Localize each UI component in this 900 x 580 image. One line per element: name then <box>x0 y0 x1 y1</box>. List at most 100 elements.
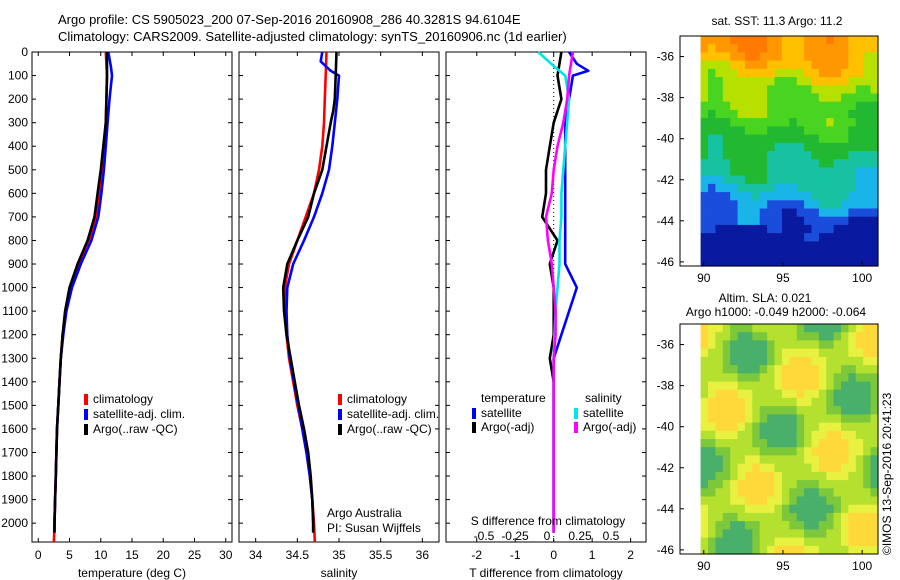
sla-map-cell <box>737 521 746 530</box>
sla-map-cell <box>833 529 842 539</box>
sst-map-cell <box>789 118 798 127</box>
sla-map-cell <box>708 397 716 407</box>
sla-map-cell <box>700 389 709 399</box>
sla-map-cell <box>774 545 783 555</box>
sla-map-cell <box>730 521 739 530</box>
sst-map-cell <box>737 109 746 119</box>
sst-map-cell <box>848 77 857 86</box>
sla-map-cell <box>870 545 879 555</box>
depth-tick-label: 300 <box>8 116 28 130</box>
sst-map-cell <box>744 249 753 259</box>
sst-map-cell <box>870 52 879 62</box>
sla-map-cell <box>700 414 709 424</box>
sla-map-cell <box>818 332 827 341</box>
sst-map-cell <box>841 60 849 70</box>
sla-map-cell <box>833 439 842 448</box>
sla-map-cell <box>715 537 724 547</box>
sla-map-cell <box>767 406 776 415</box>
sla-map-cell <box>811 332 820 341</box>
sst-map-cell <box>833 208 842 218</box>
sla-map-cell <box>767 545 776 555</box>
sla-map-cell <box>759 537 768 547</box>
sla-map-cell <box>863 496 872 506</box>
sla-map-cell <box>767 422 776 432</box>
depth-tick-label: 100 <box>8 69 28 83</box>
temp-xlabel: temperature (deg C) <box>78 566 186 580</box>
sst-map-cell <box>722 167 731 177</box>
sla-map-cell <box>767 488 776 498</box>
sla-map-cell <box>804 545 813 555</box>
sla-map-cell <box>848 365 857 374</box>
sla-map-cell <box>818 414 827 424</box>
sst-map-cell <box>767 68 776 78</box>
sla-map-cell <box>848 471 857 481</box>
sst-map-cell <box>855 159 864 168</box>
sst-map-cell <box>730 208 739 218</box>
sla-map-cell <box>700 463 709 473</box>
sla-map-cell <box>848 348 857 358</box>
sla-map-cell <box>774 521 783 530</box>
sst-map-cell <box>767 183 776 193</box>
sla-map-cell <box>841 373 849 383</box>
sla-map-cell <box>737 414 746 424</box>
sst-map-cell <box>767 216 776 226</box>
sst-map-cell <box>774 233 783 242</box>
sla-map-cell <box>781 537 790 547</box>
sla-map-cell <box>744 381 753 391</box>
sla-map-cell <box>767 414 776 424</box>
sst-map-cell <box>744 126 753 136</box>
sst-map-cell <box>737 126 746 136</box>
sla-map-cell <box>744 373 753 383</box>
sla-map-cell <box>841 397 849 407</box>
sla-map-cell <box>826 488 835 498</box>
sla-map-cell <box>737 463 746 473</box>
sst-map-cell <box>708 249 716 259</box>
sla-map-cell <box>826 406 835 415</box>
sla-map-cell <box>796 422 805 432</box>
diff-series-3 <box>544 51 575 533</box>
sla-map-cell <box>715 365 724 374</box>
sla-map-cell <box>744 406 753 415</box>
depth-tick-label: 1700 <box>1 445 28 459</box>
sst-map-cell <box>804 101 813 111</box>
sst-map-cell <box>737 44 746 53</box>
sla-map-cell <box>781 488 790 498</box>
sst-map-cell <box>804 151 813 160</box>
sst-map-cell <box>804 200 813 210</box>
sst-map-cell <box>811 36 820 45</box>
depth-tick-label: 1600 <box>1 422 28 436</box>
sla-map-cell <box>811 397 820 407</box>
sla-map-cell <box>730 373 739 383</box>
sst-map-cell <box>818 36 827 45</box>
sla-map-cell <box>737 447 746 456</box>
sst-map-cell <box>759 36 768 45</box>
sla-map-cell <box>730 397 739 407</box>
sst-map-cell <box>767 192 776 201</box>
sal-xtick-label: 35.5 <box>369 548 393 562</box>
sla-map-cell <box>708 455 716 465</box>
sla-map-cell <box>767 496 776 506</box>
sst-xtick-label: 90 <box>697 271 711 285</box>
sla-map-subtitle: Argo h1000: -0.049 h2000: -0.064 <box>686 305 866 319</box>
sst-map-cell <box>811 233 820 242</box>
sla-map-cell <box>759 496 768 506</box>
sst-map-cell <box>826 52 835 62</box>
sst-map-cell <box>774 44 783 53</box>
sst-map-cell <box>722 208 731 218</box>
sla-map-cell <box>774 414 783 424</box>
sst-map-cell <box>715 44 724 53</box>
sst-map-cell <box>870 183 879 193</box>
sla-map-cell <box>700 397 709 407</box>
sst-map-cell <box>826 126 835 136</box>
sla-map-cell <box>818 389 827 399</box>
sla-map-cell <box>752 455 761 465</box>
sst-map-cell <box>781 77 790 86</box>
sst-map-cell <box>789 224 798 234</box>
sla-map-cell <box>789 373 798 383</box>
sla-map-cell <box>774 529 783 539</box>
sst-map-cell <box>759 224 768 234</box>
sla-map-cell <box>870 365 879 374</box>
sst-map-cell <box>700 257 709 267</box>
sla-map-cell <box>737 332 746 341</box>
sla-map-cell <box>811 430 820 440</box>
